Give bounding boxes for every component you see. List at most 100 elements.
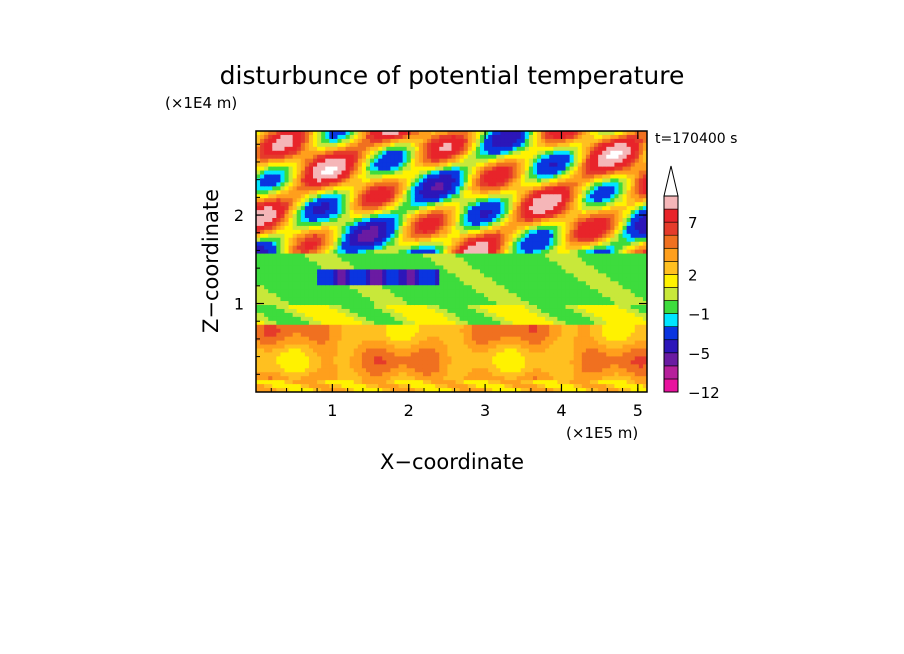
contour-cell [304,170,310,176]
contour-cell [256,249,261,255]
contour-cell [292,225,298,231]
contour-cell [349,225,355,231]
contour-cell [455,380,461,385]
contour-cell [455,233,461,239]
contour-cell [337,154,343,160]
contour-cell [341,182,347,187]
contour-cell [256,162,261,168]
contour-cell [447,194,453,199]
contour-cell [321,364,326,369]
contour-cell [394,368,400,373]
contour-cell [349,348,355,354]
contour-cell [341,316,347,322]
contour-cell [520,198,526,203]
contour-cell [541,372,546,377]
contour-cell [524,312,530,318]
contour-cell [459,134,465,140]
contour-cell [541,158,546,164]
contour-cell [475,316,481,322]
contour-cell [337,158,343,164]
contour-cell [431,360,436,365]
contour-cell [496,281,501,286]
contour-cell [443,202,449,207]
contour-cell [296,356,302,361]
contour-cell [427,301,432,306]
contour-cell [333,131,339,136]
contour-cell [264,261,269,267]
contour-cell [268,221,273,227]
contour-cell [276,225,282,231]
contour-cell [394,206,400,211]
contour-cell [520,344,526,350]
contour-cell [488,297,493,302]
contour-cell [300,154,306,160]
contour-cell [288,186,294,191]
contour-cell [528,289,534,294]
contour-cell [361,134,367,140]
contour-cell [288,190,294,195]
contour-cell [443,384,449,389]
contour-cell [435,237,440,243]
contour-cell [443,344,449,350]
contour-cell [431,281,436,286]
contour-cell [537,146,542,152]
contour-cell [382,285,387,290]
contour-cell [541,289,546,294]
contour-cell [406,269,412,274]
contour-cell [520,221,526,227]
contour-cell [276,360,282,365]
contour-cell [333,253,339,259]
contour-cell [553,225,558,231]
contour-cell [492,324,497,330]
contour-cell [276,332,282,338]
contour-cell [459,308,465,314]
contour-cell [484,158,489,164]
contour-cell [390,138,396,144]
contour-cell [329,190,334,195]
contour-cell [524,154,530,160]
contour-cell [386,237,391,243]
contour-cell [329,186,334,191]
contour-cell [284,328,290,334]
contour-cell [333,368,339,373]
contour-cell [467,249,473,255]
contour-cell [398,336,404,342]
contour-cell [439,182,444,187]
contour-cell [451,142,457,148]
contour-cell [447,277,453,282]
contour-cell [520,332,526,338]
contour-cell [561,150,567,156]
contour-cell [455,388,461,392]
contour-cell [280,388,286,392]
contour-cell [451,336,457,342]
contour-cell [500,225,506,231]
contour-cell [394,146,400,152]
contour-cell [398,285,404,290]
contour-cell [410,150,416,156]
contour-cell [549,150,554,156]
contour-cell [451,388,457,392]
contour-cell [537,233,542,239]
contour-cell [333,174,339,180]
contour-cell [480,158,485,164]
contour-cell [394,277,400,282]
contour-cell [496,214,501,219]
contour-cell [374,253,379,259]
contour-cell [414,273,420,278]
contour-cell [284,170,290,176]
contour-cell [402,233,408,239]
contour-cell [414,344,420,350]
contour-cell [394,190,400,195]
contour-cell [280,289,286,294]
contour-cell [459,154,465,160]
contour-cell [361,364,367,369]
contour-cell [553,344,558,350]
contour-cell [418,293,424,298]
contour-cell [406,178,412,183]
contour-cell [370,202,375,207]
contour-cell [459,320,465,326]
contour-cell [313,273,318,278]
contour-cell [313,301,318,306]
contour-cell [427,340,432,346]
contour-cell [325,146,330,152]
